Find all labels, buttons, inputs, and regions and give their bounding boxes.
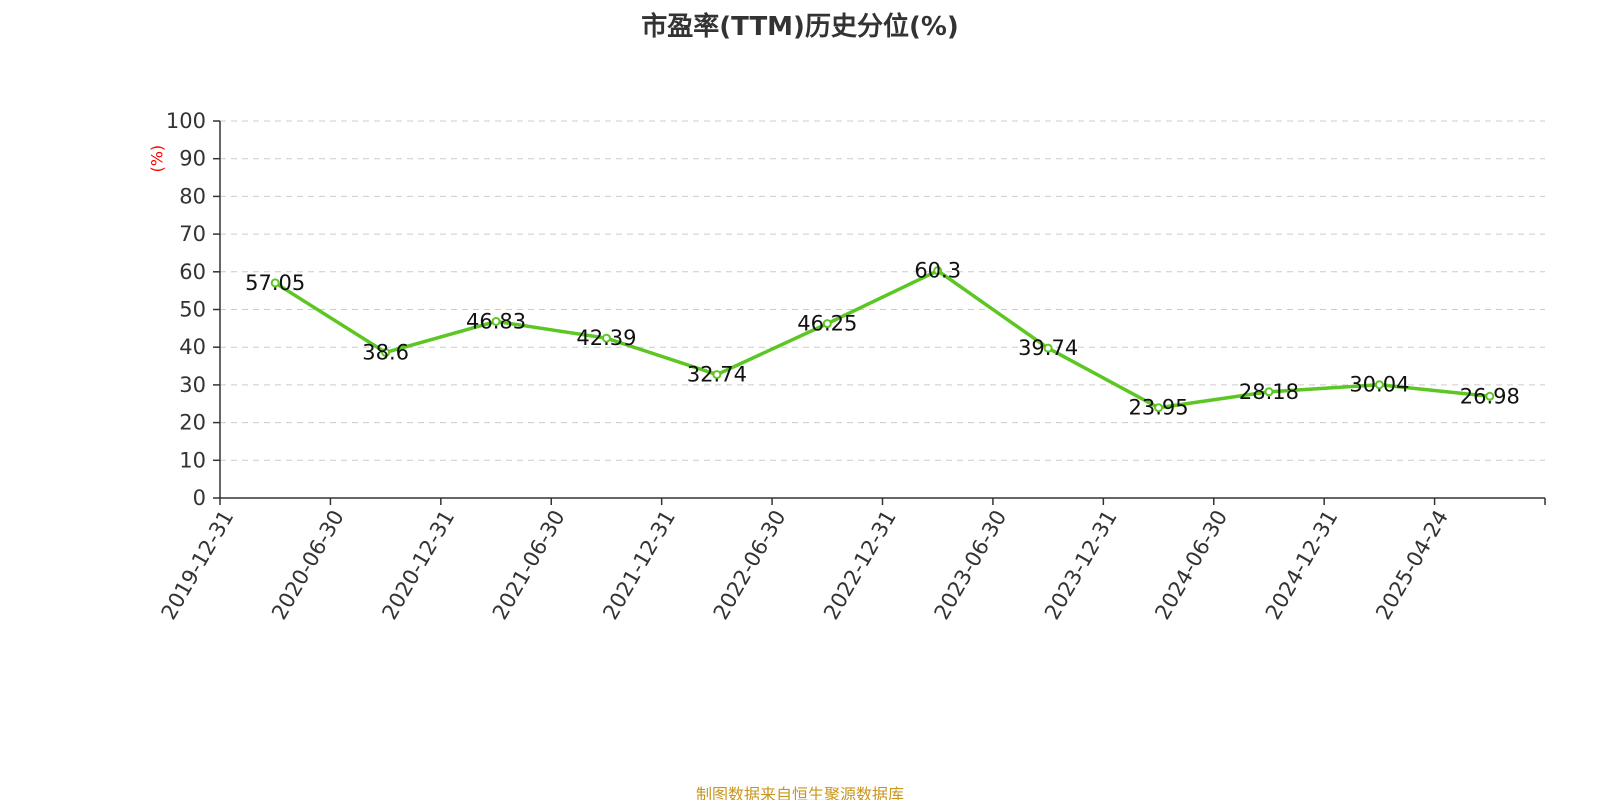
x-tick-label: 2020-12-31 bbox=[377, 506, 459, 624]
data-point[interactable] bbox=[1154, 403, 1164, 413]
source-note: 制图数据来自恒生聚源数据库 bbox=[695, 785, 904, 800]
data-label: 23.95 bbox=[1128, 396, 1188, 420]
axes: 0 10 20 30 40 50 60 70 80 90 100 (%) 2019-12-31 2020-… bbox=[148, 109, 1546, 624]
data-point[interactable] bbox=[1374, 380, 1384, 390]
series-line bbox=[274, 268, 1490, 410]
data-label: 46.25 bbox=[797, 312, 857, 336]
y-tick-label: 0 bbox=[193, 486, 206, 510]
y-tick-label: 100 bbox=[166, 109, 206, 133]
data-label: 38.6 bbox=[362, 340, 409, 364]
x-tick-label: 2021-06-30 bbox=[488, 506, 570, 624]
data-point[interactable] bbox=[381, 347, 391, 357]
data-point[interactable] bbox=[1043, 343, 1053, 353]
grid-lines bbox=[220, 120, 1545, 461]
x-tick-label: 2024-12-31 bbox=[1261, 506, 1343, 624]
data-label: 26.98 bbox=[1460, 384, 1520, 408]
y-tick-label: 40 bbox=[179, 335, 206, 359]
y-tick-label: 50 bbox=[179, 298, 206, 322]
y-tick-label: 60 bbox=[179, 260, 206, 284]
y-tick-label: 30 bbox=[179, 373, 206, 397]
data-point[interactable] bbox=[933, 266, 943, 276]
x-tick-label: 2021-12-31 bbox=[598, 506, 680, 624]
data-label: 28.18 bbox=[1239, 380, 1299, 404]
data-point[interactable] bbox=[1485, 391, 1495, 401]
y-tick-label: 70 bbox=[179, 222, 206, 246]
data-point[interactable] bbox=[1264, 387, 1274, 397]
data-label: 60.3 bbox=[914, 259, 961, 283]
x-tick-label: 2020-06-30 bbox=[267, 506, 349, 624]
data-label: 46.83 bbox=[466, 309, 526, 333]
data-point[interactable] bbox=[712, 370, 722, 380]
y-tick-label: 20 bbox=[179, 411, 206, 435]
data-point[interactable] bbox=[270, 278, 280, 288]
x-tick-label: 2019-12-31 bbox=[157, 506, 239, 624]
x-tick-label: 2023-12-31 bbox=[1040, 506, 1122, 624]
data-label: 57.05 bbox=[245, 271, 305, 295]
y-axis-label: (%) bbox=[148, 145, 167, 173]
chart-title: 市盈率(TTM)历史分位(%) bbox=[641, 12, 959, 42]
x-tick-label: 2025-04-24 bbox=[1371, 506, 1453, 624]
data-label: 42.39 bbox=[576, 326, 636, 350]
data-label: 30.04 bbox=[1349, 373, 1409, 397]
x-tick-label: 2022-06-30 bbox=[709, 506, 791, 624]
data-labels: 57.05 38.6 46.83 42.39 32.74 46.25 60.3 39.74 23… bbox=[245, 259, 1520, 420]
data-point[interactable] bbox=[491, 316, 501, 326]
x-tick-label: 2024-06-30 bbox=[1150, 506, 1232, 624]
data-label: 39.74 bbox=[1018, 336, 1078, 360]
data-point[interactable] bbox=[822, 319, 832, 329]
y-tick-label: 80 bbox=[179, 184, 206, 208]
x-tick-label: 2023-06-30 bbox=[930, 506, 1012, 624]
data-label: 32.74 bbox=[687, 363, 747, 387]
y-tick-label: 90 bbox=[179, 147, 206, 171]
y-tick-label: 10 bbox=[179, 448, 206, 472]
series-line-group bbox=[270, 266, 1495, 413]
x-tick-label: 2022-12-31 bbox=[819, 506, 901, 624]
data-point[interactable] bbox=[601, 333, 611, 343]
